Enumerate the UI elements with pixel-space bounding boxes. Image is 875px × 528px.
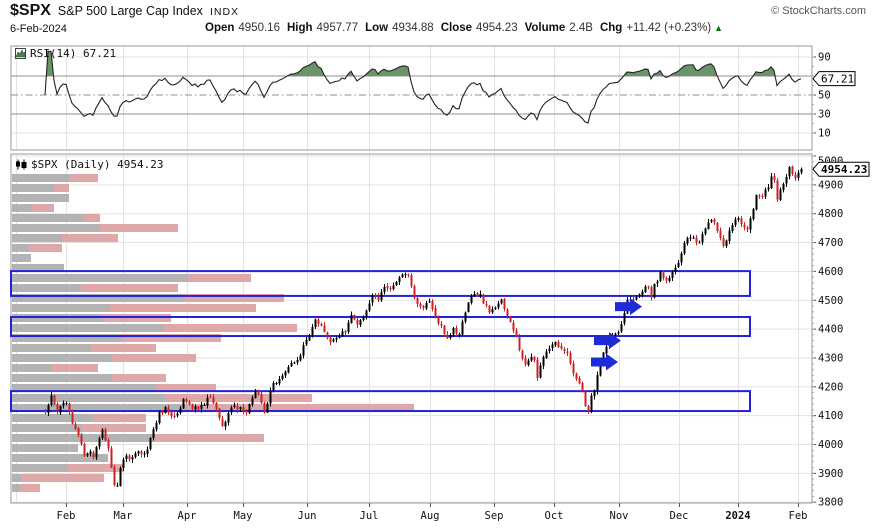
svg-text:50: 50 (818, 90, 831, 102)
quote-volume-value: 2.4B (569, 22, 593, 34)
rsi-axis-labels: 90 50 30 10 (812, 52, 831, 140)
date-axis-labels: Feb Mar Apr May Jun Jul Aug Sep Oct Nov Dec 2024 Feb (57, 503, 808, 522)
symbol: $SPX (10, 2, 51, 19)
svg-text:4400: 4400 (818, 324, 843, 336)
svg-text:4954.23: 4954.23 (821, 163, 867, 176)
svg-text:3800: 3800 (818, 497, 843, 509)
quote-high-label: High (286, 22, 313, 34)
quote-date: 6-Feb-2024 (10, 23, 67, 35)
svg-text:2024: 2024 (725, 510, 750, 522)
quote-high-value: 4957.77 (316, 22, 359, 34)
price-panel-label: $SPX (Daily) 4954.23 (15, 158, 163, 171)
svg-text:4900: 4900 (818, 179, 843, 191)
svg-text:10: 10 (818, 128, 831, 140)
candlestick-chart-icon (16, 159, 27, 170)
quote-open-value: 4950.16 (238, 22, 280, 34)
svg-text:4800: 4800 (818, 208, 843, 220)
breakout-arrows (591, 298, 642, 371)
svg-text:Jun: Jun (298, 510, 317, 522)
svg-text:4500: 4500 (818, 295, 843, 307)
symbol-name: S&P 500 Large Cap Index (57, 4, 203, 18)
candlestick-series (44, 165, 803, 487)
svg-text:67.21: 67.21 (821, 72, 854, 85)
svg-text:Apr: Apr (178, 510, 197, 522)
quote-change-value: +11.42 (+0.23%) (626, 22, 712, 34)
gridlines (11, 46, 812, 503)
svg-text:Mar: Mar (114, 510, 133, 522)
quote-close-value: 4954.23 (476, 22, 518, 34)
svg-text:Feb: Feb (789, 510, 808, 522)
svg-text:4700: 4700 (818, 237, 843, 249)
quote-change-label: Chg (599, 22, 623, 34)
quote-low-label: Low (365, 22, 389, 34)
rsi-plot (44, 50, 802, 124)
svg-text:90: 90 (818, 52, 831, 64)
exchange: INDX (209, 6, 240, 18)
change-up-triangle-icon: ▲ (714, 23, 724, 33)
svg-text:30: 30 (818, 109, 831, 121)
svg-text:Sep: Sep (485, 510, 504, 522)
svg-text:Oct: Oct (545, 510, 564, 522)
svg-text:4300: 4300 (818, 352, 843, 364)
rsi-indicator-icon (15, 48, 26, 59)
price-axis-labels: 3800 3900 4000 4100 4200 4300 4400 4500 4600 4700… (812, 155, 843, 509)
volume-by-price-bars (12, 174, 414, 492)
svg-text:May: May (234, 510, 253, 522)
quote-low-value: 4934.88 (392, 22, 434, 34)
quote-close-label: Close (440, 22, 473, 34)
svg-text:Jul: Jul (360, 510, 379, 522)
ohlc-quote-row: Open 4950.16 High 4957.77 Low 4934.88 Close 495… (205, 22, 723, 34)
svg-text:3900: 3900 (818, 468, 843, 480)
svg-text:Dec: Dec (670, 510, 689, 522)
svg-text:4200: 4200 (818, 381, 843, 393)
chart-title: $SPX S&P 500 Large Cap Index INDX (10, 2, 239, 20)
copyright: © StockCharts.com (771, 5, 866, 17)
svg-text:Feb: Feb (57, 510, 76, 522)
quote-volume-label: Volume (524, 22, 566, 34)
svg-text:Aug: Aug (421, 510, 440, 522)
last-value-callouts: 67.21 4954.23 (812, 71, 870, 177)
svg-text:4600: 4600 (818, 266, 843, 278)
svg-text:Nov: Nov (610, 510, 629, 522)
quote-open-label: Open (205, 22, 235, 34)
svg-text:4100: 4100 (818, 410, 843, 422)
svg-text:4000: 4000 (818, 439, 843, 451)
rsi-panel-label: RSI(14) 67.21 (15, 47, 116, 60)
